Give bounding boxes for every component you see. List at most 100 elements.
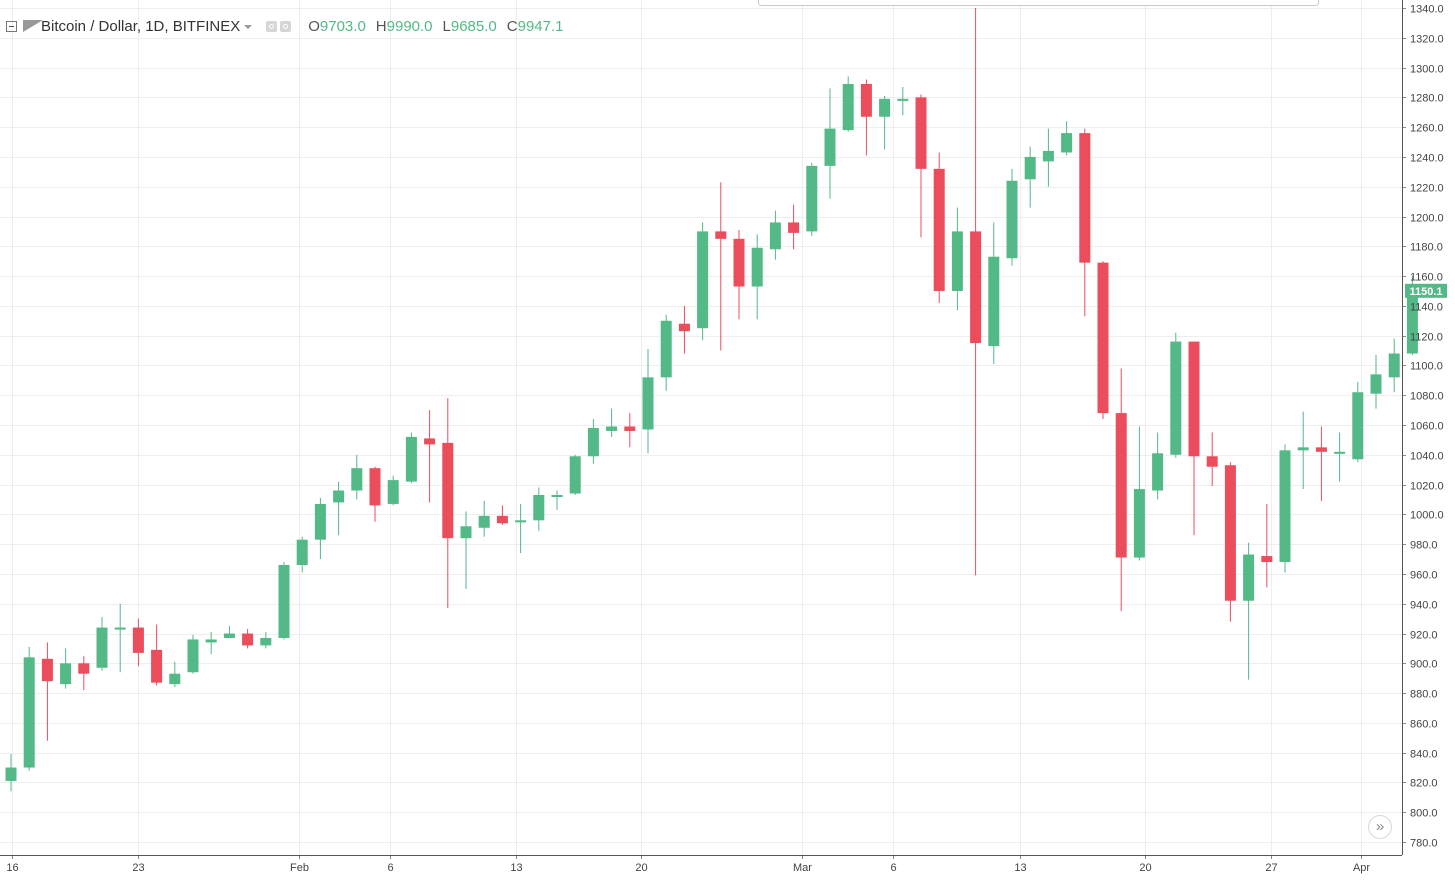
candle-body xyxy=(114,627,126,630)
axes: 780.0 800.0 820.0 840.0 860.0 880.0 900.0 920.0… xyxy=(0,0,1447,874)
ohlc-close: C9947.1 xyxy=(506,17,564,35)
candle xyxy=(1042,128,1054,187)
candle xyxy=(1006,168,1018,266)
candle xyxy=(1279,444,1291,573)
candle xyxy=(187,634,199,674)
y-tick-label: 1280.0 xyxy=(1410,93,1444,105)
x-tick-label: 6 xyxy=(890,862,896,874)
candle-body xyxy=(1243,554,1255,601)
candle xyxy=(132,618,144,667)
candle-body xyxy=(78,663,90,674)
candle-body xyxy=(1006,180,1018,259)
candle xyxy=(1206,432,1218,487)
candle-body xyxy=(879,98,891,117)
settings-icon[interactable] xyxy=(280,20,292,32)
candle-body xyxy=(842,83,854,131)
candle-body xyxy=(496,515,508,524)
scroll-to-realtime-button[interactable]: » xyxy=(1368,815,1392,839)
candle xyxy=(860,79,872,156)
candle xyxy=(405,432,417,484)
candle xyxy=(23,646,35,771)
ohlc-open: O9703.0 xyxy=(308,17,366,35)
candle xyxy=(751,234,763,320)
candle-body xyxy=(351,468,363,491)
symbol-title[interactable]: Bitcoin / Dollar, 1D, BITFINEX xyxy=(41,17,241,35)
candle xyxy=(642,349,654,454)
candle-body xyxy=(769,222,781,250)
y-tick-label: 860.0 xyxy=(1410,719,1438,731)
candle xyxy=(296,536,308,573)
candle-body xyxy=(915,97,927,169)
candle xyxy=(351,454,363,500)
y-tick-label: 820.0 xyxy=(1410,778,1438,790)
candle-body xyxy=(151,649,163,683)
y-tick-label: 1120.0 xyxy=(1410,332,1443,344)
y-tick-label: 980.0 xyxy=(1410,540,1438,552)
y-tick-label: 800.0 xyxy=(1410,808,1438,820)
candle xyxy=(78,655,90,691)
candle xyxy=(806,162,818,236)
candle xyxy=(333,481,345,536)
collapse-icon[interactable] xyxy=(6,20,17,32)
candle xyxy=(515,503,527,554)
y-tick-label: 1040.0 xyxy=(1410,451,1444,463)
candle-body xyxy=(205,639,217,643)
candle-body xyxy=(788,222,800,233)
y-tick-label: 1080.0 xyxy=(1410,391,1444,403)
x-tick-label: 6 xyxy=(387,862,393,874)
last-price-label: 1150.1 xyxy=(1409,286,1442,298)
candle xyxy=(697,222,709,341)
candle-body xyxy=(1334,451,1346,454)
candle xyxy=(242,629,254,649)
candle-body xyxy=(1152,453,1164,491)
candle xyxy=(41,642,53,741)
y-tick-label: 880.0 xyxy=(1410,689,1438,701)
y-tick-label: 1320.0 xyxy=(1410,34,1444,46)
candle-body xyxy=(569,456,581,494)
y-tick-label: 900.0 xyxy=(1410,659,1438,671)
candle xyxy=(460,511,472,589)
x-tick-label: 23 xyxy=(132,862,144,874)
x-tick-label: 13 xyxy=(510,862,522,874)
candle-body xyxy=(187,639,199,673)
candle-body xyxy=(1261,556,1273,563)
x-tick-label: Apr xyxy=(1353,862,1370,874)
candle-body xyxy=(1279,450,1291,563)
candle xyxy=(788,204,800,250)
last-price-tag xyxy=(1405,283,1447,298)
candle-body xyxy=(860,83,872,117)
caret-down-icon[interactable] xyxy=(244,25,253,29)
candle-body xyxy=(369,468,381,506)
candle xyxy=(169,661,181,688)
candle-body xyxy=(242,633,254,646)
candle xyxy=(96,617,108,671)
candle-body xyxy=(1352,392,1364,460)
candle xyxy=(1133,426,1145,561)
candle-body xyxy=(314,503,326,540)
candle-body xyxy=(132,627,144,653)
y-tick-label: 1100.0 xyxy=(1410,361,1443,373)
candle-body xyxy=(260,637,272,646)
candle xyxy=(678,305,690,354)
candle xyxy=(1334,432,1346,482)
candle-body xyxy=(442,442,454,539)
candle-body xyxy=(460,526,472,539)
candle-body xyxy=(405,436,417,482)
candle xyxy=(824,88,836,199)
candles xyxy=(5,8,1418,792)
candle-body xyxy=(970,231,982,344)
y-tick-label: 940.0 xyxy=(1410,600,1438,612)
candle xyxy=(60,648,72,689)
y-tick-label: 1060.0 xyxy=(1410,421,1444,433)
visibility-icon[interactable] xyxy=(266,20,278,32)
candle xyxy=(897,86,909,116)
candle xyxy=(951,207,963,311)
candle-body xyxy=(1188,341,1200,457)
flag-icon[interactable] xyxy=(23,19,43,33)
candle-body xyxy=(1079,133,1091,263)
candle xyxy=(551,490,563,510)
candle-body xyxy=(1315,447,1327,452)
y-tick-label: 1200.0 xyxy=(1410,213,1444,225)
candle-body xyxy=(478,515,490,528)
